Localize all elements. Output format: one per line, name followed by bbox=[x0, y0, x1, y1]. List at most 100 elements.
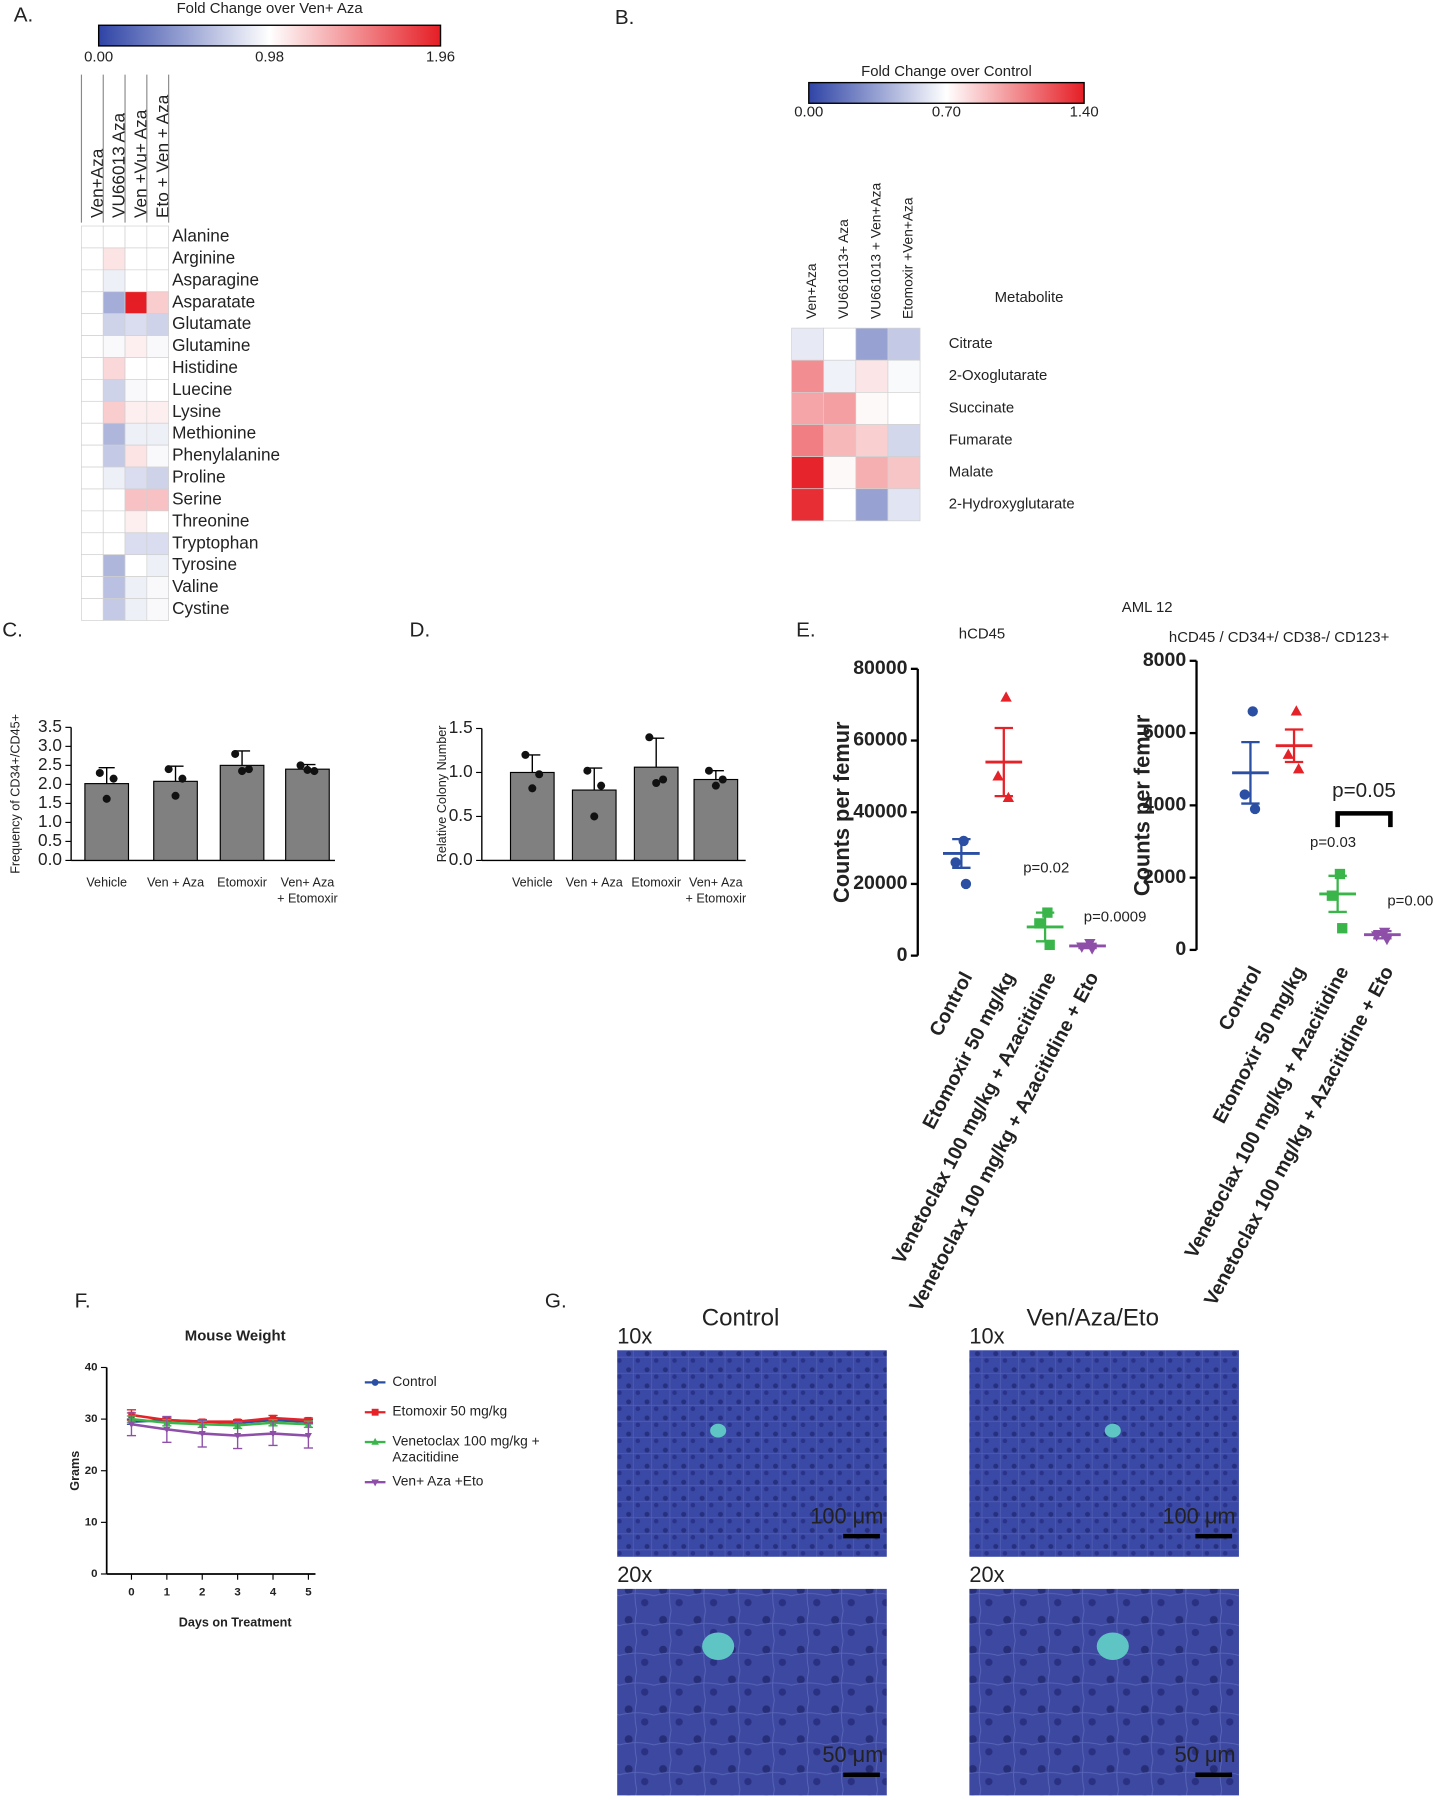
x-tick-label: + Etomoxir bbox=[686, 892, 747, 906]
point bbox=[535, 770, 544, 779]
heatmap-cell bbox=[102, 532, 126, 556]
heatmap-cell bbox=[102, 576, 126, 599]
heatmap-cell bbox=[81, 510, 104, 534]
micrograph bbox=[969, 1588, 1239, 1796]
y-tick-label: 8000 bbox=[1143, 649, 1187, 671]
y-tick-label: 20 bbox=[85, 1465, 98, 1477]
point bbox=[1034, 918, 1045, 929]
magnification: 20x bbox=[969, 1562, 1004, 1587]
heatmap-cell bbox=[81, 488, 104, 512]
heatmap-cell bbox=[81, 335, 104, 358]
heatmap-cell bbox=[124, 422, 148, 446]
point bbox=[528, 784, 537, 793]
heatmap-cell bbox=[102, 488, 126, 512]
supertitle: AML 12 bbox=[1122, 600, 1173, 616]
heatmap-cell bbox=[791, 359, 825, 393]
colorbar-tick-label: 0.00 bbox=[84, 49, 113, 65]
column-label: VU66013 Aza bbox=[109, 112, 129, 218]
heatmap-cell bbox=[102, 247, 126, 271]
vessel bbox=[710, 1423, 727, 1438]
panel-label: E. bbox=[796, 618, 816, 641]
bracket-label: p=0.05 bbox=[1332, 779, 1396, 802]
row-label: Citrate bbox=[949, 336, 993, 352]
heatmap-cell bbox=[124, 532, 148, 556]
point bbox=[310, 767, 319, 776]
heatmap-cell bbox=[823, 488, 857, 522]
column-label: Ven+Aza bbox=[804, 263, 819, 319]
heatmap-cell bbox=[81, 444, 104, 468]
y-tick-label: 3.5 bbox=[38, 716, 62, 736]
column-label: VU661013 + Ven+Aza bbox=[868, 183, 883, 319]
chart-title: hCD45 / CD34+/ CD38-/ CD123+ bbox=[1169, 630, 1389, 646]
scale-bar-label: 100 μm bbox=[810, 1504, 883, 1529]
column-label: Ven +Vu+ Aza bbox=[131, 109, 151, 218]
heatmap-cell bbox=[124, 510, 148, 534]
row-label: Histidine bbox=[172, 357, 238, 377]
heatmap-cell bbox=[124, 269, 148, 293]
heatmap-cell bbox=[146, 400, 169, 424]
heatmap-cell bbox=[102, 598, 126, 621]
heatmap-cell bbox=[146, 291, 169, 315]
series-line bbox=[131, 1417, 309, 1427]
x-axis-label: Days on Treatment bbox=[179, 1616, 293, 1630]
y-axis-label: Frequency of CD34+/CD45+ bbox=[8, 714, 22, 874]
heatmap-cell bbox=[81, 225, 104, 249]
row-label: Asparatate bbox=[172, 291, 255, 311]
heatmap-cell bbox=[81, 576, 104, 599]
panel-label: B. bbox=[615, 6, 635, 29]
y-axis-label: Grams bbox=[68, 1451, 82, 1491]
y-tick-label: 2.0 bbox=[38, 773, 62, 793]
heatmap-cell bbox=[791, 456, 825, 490]
point bbox=[521, 750, 530, 759]
point bbox=[1326, 890, 1338, 901]
panel-label: D. bbox=[410, 618, 431, 641]
scale-bar-label: 50 μm bbox=[822, 1742, 883, 1767]
point bbox=[164, 765, 173, 774]
heatmap-cell bbox=[81, 532, 104, 556]
heatmap-cell bbox=[791, 327, 825, 361]
point bbox=[371, 1378, 379, 1386]
row-label: Luecine bbox=[172, 379, 232, 399]
point bbox=[163, 1426, 171, 1434]
bar bbox=[571, 789, 617, 861]
x-tick-label: 0 bbox=[128, 1586, 134, 1598]
heatmap-cell bbox=[102, 225, 126, 249]
heatmap-cell bbox=[146, 444, 169, 468]
y-tick-label: 2000 bbox=[1143, 866, 1187, 888]
row-label: Lysine bbox=[172, 401, 221, 421]
point bbox=[1000, 691, 1012, 702]
heatmap-cell bbox=[791, 424, 825, 457]
y-tick-label: 1.5 bbox=[449, 717, 473, 737]
y-tick-label: 2.5 bbox=[38, 754, 62, 774]
heatmap-cell bbox=[102, 357, 126, 380]
colorbar-tick-label: 0.00 bbox=[794, 104, 823, 120]
colorbar-title: Fold Change over Ven+ Aza bbox=[177, 1, 364, 17]
point bbox=[659, 775, 668, 784]
y-tick-label: 0.5 bbox=[449, 805, 473, 825]
heatmap-cell bbox=[146, 510, 169, 534]
bar bbox=[285, 768, 330, 861]
heatmap-cell bbox=[146, 488, 169, 512]
row-label: Tryptophan bbox=[172, 532, 258, 552]
heatmap-cell bbox=[855, 392, 889, 425]
column-title: Ven/Aza/Eto bbox=[1026, 1305, 1159, 1332]
magnification: 10x bbox=[969, 1323, 1004, 1348]
y-tick-label: 1.5 bbox=[38, 792, 62, 812]
row-label: 2-Oxoglutarate bbox=[949, 368, 1048, 384]
y-tick-label: 0 bbox=[91, 1568, 97, 1580]
heatmap-cell bbox=[81, 269, 104, 293]
x-tick-label: Vehicle bbox=[86, 876, 127, 890]
heatmap-cell bbox=[823, 424, 857, 457]
vessel bbox=[702, 1632, 735, 1661]
heatmap-cell bbox=[146, 422, 169, 446]
magnification: 20x bbox=[617, 1562, 652, 1587]
heatmap-cell bbox=[146, 532, 169, 556]
y-axis-label: Counts per femur bbox=[1130, 714, 1155, 896]
row-label: Glutamine bbox=[172, 335, 250, 355]
heatmap-cell bbox=[81, 313, 104, 336]
heatmap-cell bbox=[791, 488, 825, 522]
heatmap-cell bbox=[887, 392, 921, 425]
y-tick-label: 3.0 bbox=[38, 735, 62, 755]
heatmap-cell bbox=[81, 422, 104, 446]
